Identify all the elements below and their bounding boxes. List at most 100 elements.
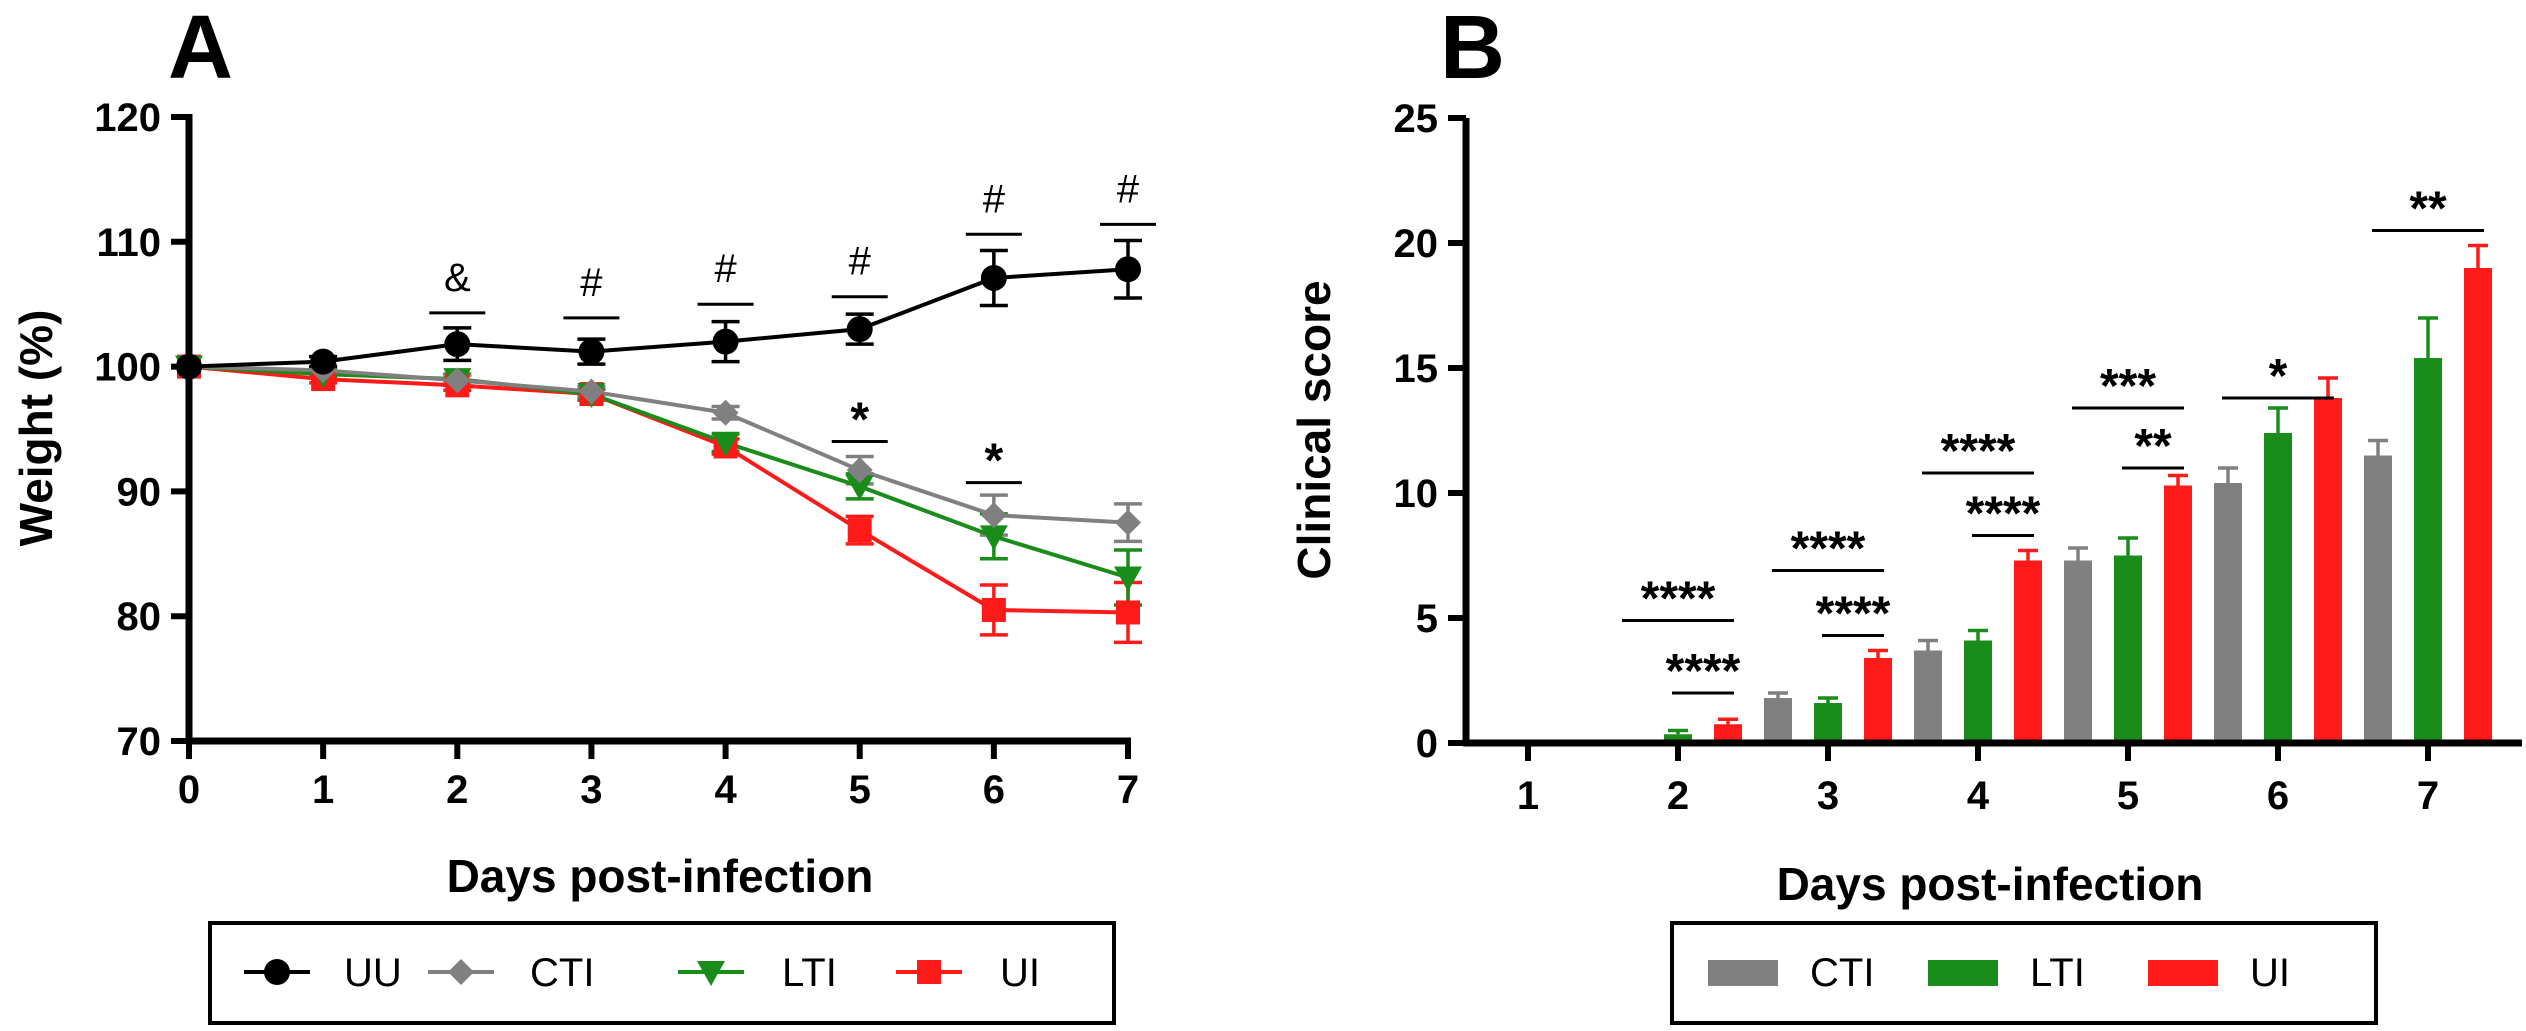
panel-a-point-LTI: [1114, 566, 1142, 592]
panel-a-x-tick-label: 4: [714, 768, 737, 812]
panel-a-legend-label-UU: UU: [344, 951, 402, 995]
panel-b-bar-UI: [2314, 398, 2342, 743]
panel-b-bar-UI: [2014, 560, 2042, 743]
panel-b-comparison-stars: ****: [1666, 645, 1741, 698]
panel-b-bar-CTI: [2364, 455, 2392, 743]
panel-a-y-title: Weight (%): [10, 310, 62, 547]
panel-b-legend-box: [1670, 921, 2378, 1025]
panel-a-legend-label-LTI: LTI: [782, 951, 837, 995]
panel-b-legend-swatch-CTI: [1708, 960, 1778, 986]
panel-a-point-LTI: [979, 525, 1008, 551]
panel-b-y-tick-label: 5: [1416, 597, 1438, 641]
panel-a-x-tick-label: 3: [580, 768, 602, 812]
panel-a-x-tick-label: 1: [312, 768, 334, 812]
panel-a-y-tick-label: 80: [117, 595, 162, 639]
panel-b-legend-swatch-LTI: [1928, 960, 1998, 986]
panel-a-y-tick-label: 120: [94, 96, 161, 140]
panel-a-point-UU: [1115, 256, 1141, 283]
panel-b-bar-UI: [1714, 724, 1742, 743]
panel-a-annotation-star: *: [850, 393, 869, 446]
panel-b-bar-LTI: [1964, 640, 1992, 743]
panel-a-markers: [175, 256, 1142, 625]
panel-b-bar-LTI: [1664, 734, 1692, 743]
panel-b-y-tick-label: 25: [1394, 97, 1439, 141]
panel-b-x-tick-label: 3: [1817, 774, 1839, 818]
panel-a-lines: [188, 267, 1129, 615]
panel-a-point-CTI: [1115, 509, 1141, 536]
panel-a-legend: UU CTI LTI UI: [244, 951, 1040, 995]
panel-b-comparison-stars: ****: [1816, 588, 1891, 641]
panel-b-x-tick-label: 7: [2417, 774, 2439, 818]
panel-a-legend-marker-LTI: [697, 961, 725, 986]
panel-a-x-tick-label: 5: [849, 768, 871, 812]
panel-b-x-tick-label: 2: [1667, 774, 1689, 818]
panel-b-bar-UI: [2164, 485, 2192, 743]
panel-a-legend-label-UI: UI: [1000, 951, 1040, 995]
panel-a-x-tick-label: 6: [983, 768, 1005, 812]
panel-a-x-title: Days post-infection: [447, 850, 874, 902]
panel-b-ticks: 0 5 10 15 20 25 1 2 3 4 5 6 7: [1394, 97, 2440, 818]
panel-b-bar-LTI: [1814, 703, 1842, 743]
panel-a-ticks: 70 80 90 100 110 120 0 1 2 3 4 5 6 7: [94, 96, 1139, 812]
panel-b-y-tick-label: 0: [1416, 722, 1438, 766]
panel-a-annotations: & # # # # # * *: [429, 167, 1156, 488]
panel-b-bar-UI: [2464, 268, 2492, 743]
panel-a-point-LTI: [711, 431, 740, 457]
panel-a-point-UI: [847, 518, 872, 543]
panel-a-letter: A: [168, 0, 233, 98]
panel-a-annotation-symbol: #: [983, 177, 1006, 221]
panel-b-legend-label-UI: UI: [2250, 951, 2290, 995]
panel-a-point-UU: [578, 338, 605, 365]
panel-b-y-tick-label: 15: [1394, 347, 1439, 391]
panel-b-comparison-stars: *: [2269, 350, 2288, 403]
panel-b-x-tick-label: 6: [2267, 774, 2289, 818]
panel-a-annotation-symbol: #: [580, 261, 603, 305]
panel-b-significance: ******** **************** ***** ***: [1622, 183, 2484, 698]
panel-b-y-tick-label: 20: [1394, 222, 1439, 266]
panel-b-comparison-stars: **: [2409, 183, 2447, 236]
panel-b-bar-LTI: [2114, 555, 2142, 743]
panel-b-x-tick-label: 1: [1517, 774, 1539, 818]
panel-a-y-tick-label: 100: [94, 346, 161, 390]
panel-b-bar-LTI: [2264, 433, 2292, 743]
panel-a-point-UI: [1116, 600, 1140, 625]
panel-a-x-tick-label: 2: [446, 768, 468, 812]
panel-a-point-CTI: [980, 502, 1007, 529]
panel-b-comparison-stars: ****: [1941, 425, 2016, 478]
panel-b-x-tick-label: 5: [2117, 774, 2139, 818]
panel-b-comparison-stars: ****: [1791, 523, 1866, 576]
panel-a-point-LTI: [845, 475, 874, 501]
panel-a-point-UU: [980, 264, 1007, 291]
panel-b-x-tick-label: 4: [1967, 774, 1990, 818]
panel-b-bar-CTI: [1764, 698, 1792, 743]
panel-a-point-CTI: [712, 399, 739, 426]
panel-b-x-title: Days post-infection: [1777, 858, 2204, 910]
panel-a-legend-box: [208, 921, 1116, 1025]
panel-a-annotation-symbol: #: [1117, 167, 1140, 211]
panel-a-legend-marker-CTI: [448, 959, 474, 985]
panel-a-legend-marker-UI: [917, 960, 941, 984]
panel-b-comparison-stars: **: [2134, 420, 2172, 473]
panel-a-x-tick-label: 0: [178, 768, 200, 812]
panel-b-legend: CTI LTI UI: [1708, 951, 2290, 995]
panel-a-point-UI: [981, 597, 1006, 622]
panel-b-legend-swatch-UI: [2148, 960, 2218, 986]
panel-b-comparison-stars: ****: [1966, 488, 2041, 541]
panel-a-point-UU: [712, 328, 739, 355]
panel-a-line-UU: [188, 267, 1129, 369]
panel-a-point-UU: [444, 331, 471, 358]
panel-a-point-CTI: [578, 378, 605, 405]
panel-a-annotation-symbol: #: [714, 247, 737, 291]
panel-a-line-CTI: [188, 364, 1129, 525]
panel-a-legend-label-CTI: CTI: [530, 951, 594, 995]
panel-b-bars: [1664, 243, 2492, 743]
panel-a-annotation-star: *: [985, 435, 1004, 488]
panel-a-x-tick-label: 7: [1117, 768, 1139, 812]
panel-b-y-tick-label: 10: [1394, 472, 1439, 516]
panel-a-y-tick-label: 70: [117, 720, 162, 764]
panel-a-y-tick-label: 110: [96, 221, 161, 265]
panel-a-annotation-symbol: &: [444, 256, 471, 300]
panel-a-point-UU: [310, 348, 337, 375]
panel-a-point-CTI: [846, 457, 873, 484]
